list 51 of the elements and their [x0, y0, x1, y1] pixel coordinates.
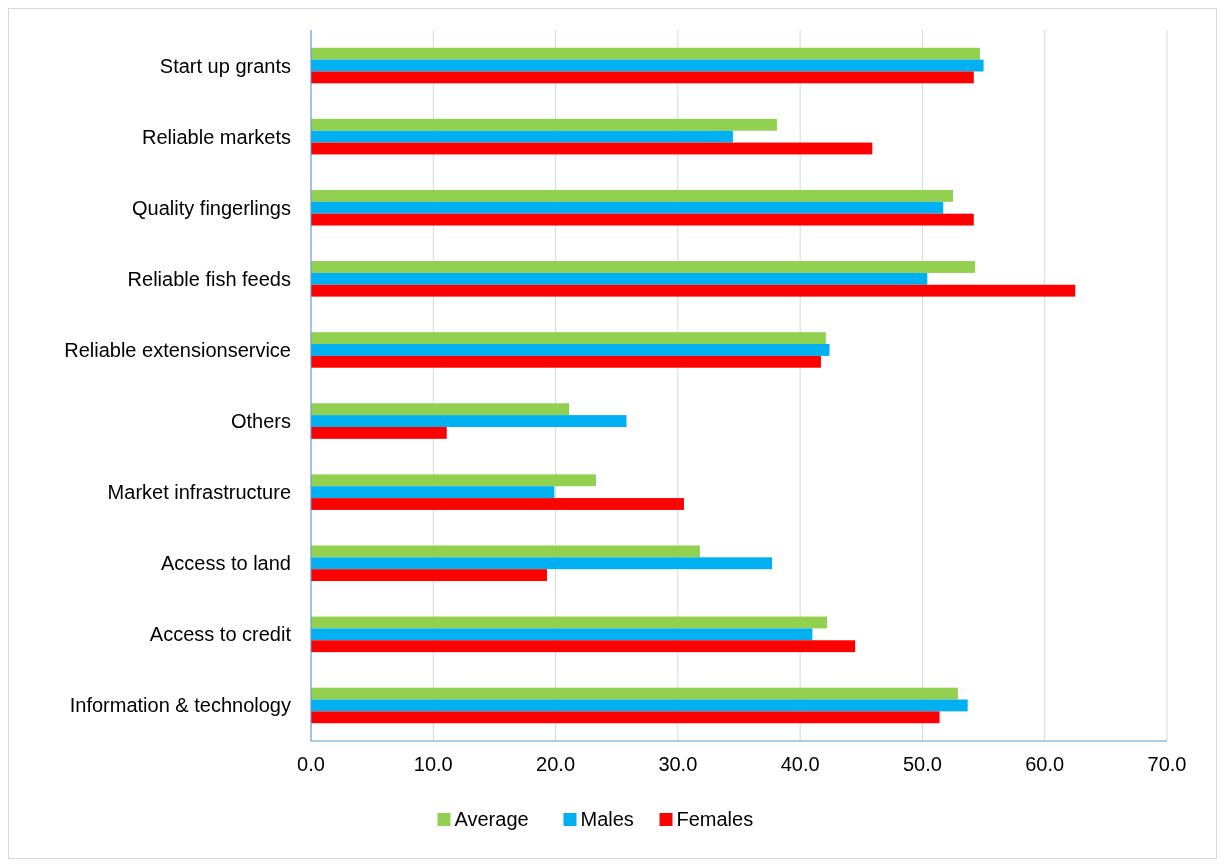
- legend-label: Males: [580, 808, 634, 830]
- y-tick-label: Reliable markets: [142, 125, 291, 148]
- bar: [311, 616, 828, 629]
- bar: [311, 71, 974, 84]
- bar: [311, 59, 984, 72]
- bar: [311, 118, 777, 131]
- y-tick-label: Quality fingerlings: [132, 196, 291, 219]
- bar: [311, 426, 447, 439]
- y-tick-label: Others: [230, 410, 291, 433]
- x-tick-label: 60.0: [1025, 753, 1065, 775]
- y-tick-label: Access to land: [160, 552, 291, 575]
- bar: [311, 699, 968, 712]
- bar: [311, 474, 596, 487]
- bar: [311, 344, 830, 356]
- bar: [311, 498, 684, 510]
- bar: [311, 284, 1076, 297]
- bar: [311, 687, 958, 700]
- bar: [311, 261, 976, 273]
- x-tick-label: 20.0: [536, 753, 576, 775]
- bar: [311, 213, 974, 226]
- x-tick-label: 30.0: [658, 753, 698, 775]
- bar: [311, 355, 821, 368]
- bar: [311, 47, 980, 60]
- bar: [311, 189, 953, 202]
- bar: [311, 628, 813, 641]
- bar: [311, 640, 856, 653]
- x-tick-label: 40.0: [780, 753, 820, 775]
- bar: [311, 130, 733, 143]
- bar: [311, 332, 826, 345]
- bar: [311, 711, 940, 724]
- x-tick-label: 10.0: [413, 753, 453, 775]
- bar: [311, 403, 570, 416]
- y-tick-label: Access to credit: [149, 623, 292, 646]
- bar: [311, 557, 773, 570]
- y-tick-label: Reliable fish feeds: [127, 267, 291, 290]
- bar: [311, 545, 700, 558]
- bar: [311, 201, 944, 214]
- y-tick-label: Information & technology: [69, 694, 291, 717]
- bar: [311, 486, 555, 499]
- y-tick-label: Reliable extensionservice: [64, 338, 291, 361]
- x-tick-label: 50.0: [902, 753, 942, 775]
- x-tick-label: 70.0: [1147, 753, 1187, 775]
- bar: [311, 142, 873, 155]
- bar: [311, 272, 928, 285]
- legend-label: Females: [676, 808, 754, 830]
- legend-label: Average: [454, 808, 529, 830]
- y-tick-label: Start up grants: [159, 54, 291, 77]
- x-tick-label: 0.0: [297, 753, 325, 775]
- bar: [311, 415, 627, 427]
- y-tick-label: Market infrastructure: [107, 481, 291, 504]
- bar: [311, 569, 548, 582]
